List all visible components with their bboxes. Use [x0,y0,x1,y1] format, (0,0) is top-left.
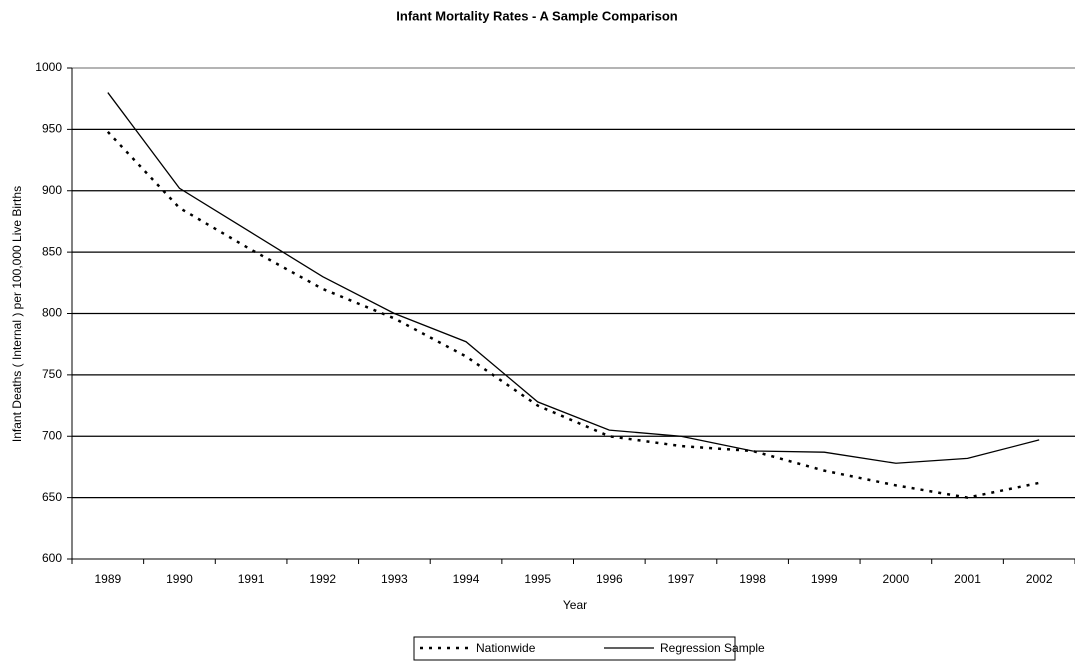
x-tick-label: 1992 [309,572,336,586]
x-tick-label: 1996 [596,572,623,586]
legend-label: Nationwide [476,641,536,655]
x-tick-label: 1995 [524,572,551,586]
y-tick-label: 700 [42,428,62,442]
y-tick-label: 950 [42,122,62,136]
y-tick-label: 850 [42,244,62,258]
series-line [107,92,1040,464]
x-tick-label: 1991 [238,572,265,586]
legend-label: Regression Sample [660,641,765,655]
x-tick-label: 1989 [94,572,121,586]
y-tick-label: 600 [42,551,62,565]
x-tick-label: 1993 [381,572,408,586]
x-tick-label: 1999 [811,572,838,586]
y-tick-label: 750 [42,367,62,381]
y-tick-label: 1000 [35,60,62,74]
y-tick-label: 650 [42,490,62,504]
legend-box [413,636,736,661]
chart-title: Infant Mortality Rates - A Sample Compar… [396,8,678,23]
x-tick-label: 1998 [739,572,766,586]
x-tick-label: 1990 [166,572,193,586]
series-line [106,130,1040,499]
x-tick-label: 2000 [883,572,910,586]
x-axis-label: Year [563,598,587,612]
y-axis-label: Infant Deaths ( Internal ) per 100,000 L… [10,186,24,442]
x-tick-label: 2002 [1026,572,1053,586]
y-tick-label: 900 [42,183,62,197]
x-tick-label: 1994 [453,572,480,586]
x-tick-label: 2001 [954,572,981,586]
y-tick-label: 800 [42,306,62,320]
x-tick-label: 1997 [668,572,695,586]
